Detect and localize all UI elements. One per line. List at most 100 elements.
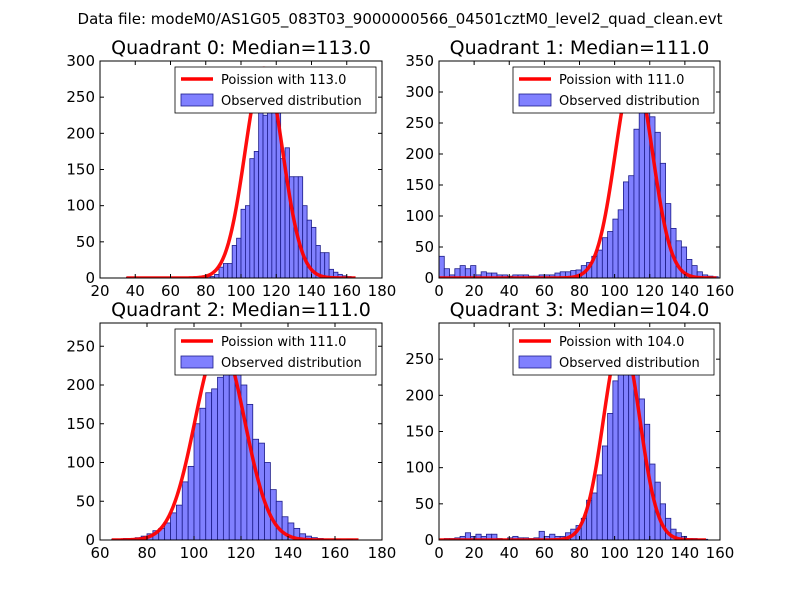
x-tick-label: 100 — [180, 544, 209, 562]
histogram-bar — [227, 263, 233, 278]
x-tick-label: 140 — [671, 544, 700, 562]
y-tick-label: 100 — [66, 197, 95, 215]
legend-bar-swatch — [518, 355, 552, 369]
legend-bar-swatch — [180, 93, 214, 107]
x-tick-label: 100 — [600, 282, 629, 300]
histogram-bar — [538, 530, 545, 540]
legend-observed-label: Observed distribution — [221, 94, 362, 109]
histogram-bar — [612, 218, 619, 278]
histogram-bar — [491, 533, 498, 540]
legend-poisson-label: Poission with 113.0 — [221, 73, 346, 88]
quadrant-1-legend: Poission with 111.0 Observed distribution — [512, 66, 715, 114]
y-tick-label: 200 — [66, 124, 95, 142]
histogram-bar — [470, 265, 477, 278]
x-tick-label: 40 — [126, 282, 145, 300]
quadrant-1-chart: 0 20 40 60 80 100 120 140 160 0 50 100 150 200 250 300 3… — [405, 37, 734, 300]
legend-observed-label: Observed distribution — [221, 356, 362, 371]
x-tick-label: 120 — [635, 282, 664, 300]
x-tick-label: 160 — [321, 544, 350, 562]
x-tick-label: 140 — [671, 282, 700, 300]
y-tick-label: 50 — [76, 233, 95, 251]
y-tick-label: 150 — [66, 161, 95, 179]
quadrant-3-title: Quadrant 3: Median=104.0 — [450, 299, 710, 321]
histogram-bar — [245, 205, 251, 278]
histogram-bar — [181, 481, 189, 540]
histogram-bar — [297, 176, 304, 278]
poisson-curve — [126, 66, 356, 278]
y-tick-label: 50 — [415, 238, 434, 256]
x-tick-label: 120 — [635, 544, 664, 562]
histogram-bar — [228, 365, 236, 540]
histogram-bar — [249, 158, 255, 278]
histogram-bar — [601, 445, 609, 540]
histogram-bar — [607, 231, 614, 278]
poisson-curve — [439, 68, 717, 278]
histogram-bar — [275, 500, 283, 540]
y-tick-label: 250 — [66, 88, 95, 106]
histogram-bar — [638, 91, 645, 278]
x-tick-label: 120 — [262, 282, 291, 300]
histogram-bar — [675, 240, 682, 278]
poisson-curve — [439, 335, 706, 540]
y-tick-label: 250 — [405, 350, 434, 368]
x-tick-label: 0 — [434, 544, 444, 562]
y-tick-label: 200 — [66, 376, 95, 394]
quadrant-3-legend: Poission with 104.0 Observed distribution — [512, 328, 715, 376]
histogram-bar — [211, 388, 218, 540]
histogram-bar — [236, 237, 242, 278]
quadrant-2-chart: 60 80 100 120 140 160 180 0 50 100 150 200 250 Quadra… — [66, 299, 396, 562]
y-tick-label: 150 — [405, 423, 434, 441]
histogram-bar — [187, 465, 195, 540]
histogram-bar — [596, 249, 603, 278]
histogram-bar — [302, 205, 308, 278]
y-tick-label: 50 — [415, 495, 434, 513]
legend-observed-label: Observed distribution — [559, 94, 700, 109]
histogram-bar — [623, 181, 630, 278]
quadrant-0-title: Quadrant 0: Median=113.0 — [111, 37, 371, 59]
histogram-bar — [214, 273, 220, 278]
x-tick-label: 20 — [465, 282, 484, 300]
y-tick-label: 0 — [424, 269, 434, 287]
y-tick-label: 100 — [405, 459, 434, 477]
histogram-bar — [246, 403, 254, 540]
x-tick-label: 160 — [706, 544, 735, 562]
legend-observed-label: Observed distribution — [559, 356, 700, 371]
histogram-bar — [617, 365, 624, 540]
histogram-bar — [222, 263, 229, 278]
legend-poisson-label: Poission with 111.0 — [559, 73, 684, 88]
y-tick-label: 300 — [405, 83, 434, 101]
histogram-bar — [617, 209, 624, 278]
x-tick-label: 100 — [600, 544, 629, 562]
quadrant-2-legend: Poission with 111.0 Observed distribution — [174, 328, 377, 376]
y-tick-label: 200 — [405, 145, 434, 163]
histogram-bar — [205, 392, 213, 540]
histogram-bar — [217, 376, 224, 540]
x-tick-label: 40 — [500, 282, 519, 300]
histogram-bar — [253, 151, 260, 278]
histogram-bar — [633, 128, 640, 278]
legend-bar-swatch — [180, 355, 214, 369]
quadrant-1-title: Quadrant 1: Median=111.0 — [450, 37, 710, 59]
quadrant-0-legend: Poission with 113.0 Observed distribution — [174, 66, 377, 114]
x-tick-label: 40 — [500, 544, 519, 562]
histogram-bar — [222, 372, 230, 540]
histogram-bar — [601, 237, 609, 278]
histogram-bar — [193, 423, 201, 540]
y-tick-label: 100 — [405, 207, 434, 225]
figure-title: Data file: modeM0/AS1G05_083T03_90000005… — [78, 10, 723, 29]
x-tick-label: 60 — [90, 544, 109, 562]
histogram-bar — [262, 114, 268, 278]
histogram-bar — [596, 474, 603, 540]
quadrant-2-title: Quadrant 2: Median=111.0 — [111, 299, 371, 321]
y-tick-label: 0 — [85, 269, 95, 287]
x-tick-label: 0 — [434, 282, 444, 300]
x-tick-label: 60 — [535, 282, 554, 300]
x-tick-label: 80 — [137, 544, 156, 562]
x-tick-label: 140 — [274, 544, 303, 562]
x-tick-label: 20 — [465, 544, 484, 562]
histogram-bar — [175, 504, 183, 540]
x-tick-label: 140 — [297, 282, 326, 300]
legend-bar-swatch — [518, 93, 552, 107]
y-tick-label: 250 — [405, 114, 434, 132]
